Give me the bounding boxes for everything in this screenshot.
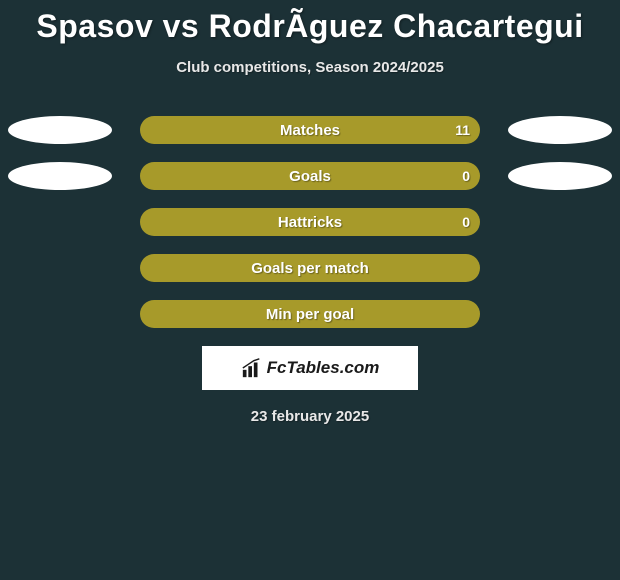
stat-bar: Hattricks 0 [140, 208, 480, 236]
stat-bar: Min per goal [140, 300, 480, 328]
stat-value: 0 [462, 168, 470, 184]
stat-bar: Matches 11 [140, 116, 480, 144]
date-text: 23 february 2025 [0, 408, 620, 425]
stat-row: Hattricks 0 [0, 208, 620, 236]
stat-value: 0 [462, 214, 470, 230]
page-title: Spasov vs RodrÃ­guez Chacartegui [0, 0, 620, 45]
stat-row: Matches 11 [0, 116, 620, 144]
bar-chart-icon [241, 357, 263, 379]
stat-label: Matches [280, 122, 340, 139]
subtitle: Club competitions, Season 2024/2025 [0, 59, 620, 76]
stat-rows: Matches 11 Goals 0 Hattricks 0 Goals per… [0, 116, 620, 328]
logo-box: FcTables.com [202, 346, 418, 390]
player-left-blob [8, 116, 112, 144]
stat-row: Min per goal [0, 300, 620, 328]
stat-bar: Goals per match [140, 254, 480, 282]
player-right-blob [508, 116, 612, 144]
stat-row: Goals 0 [0, 162, 620, 190]
stat-label: Min per goal [266, 306, 354, 323]
logo-text: FcTables.com [267, 358, 380, 378]
stat-label: Goals [289, 168, 331, 185]
stat-label: Hattricks [278, 214, 342, 231]
stat-value: 11 [455, 122, 470, 138]
stat-row: Goals per match [0, 254, 620, 282]
player-right-blob [508, 162, 612, 190]
stat-bar: Goals 0 [140, 162, 480, 190]
stat-label: Goals per match [251, 260, 369, 277]
player-left-blob [8, 162, 112, 190]
